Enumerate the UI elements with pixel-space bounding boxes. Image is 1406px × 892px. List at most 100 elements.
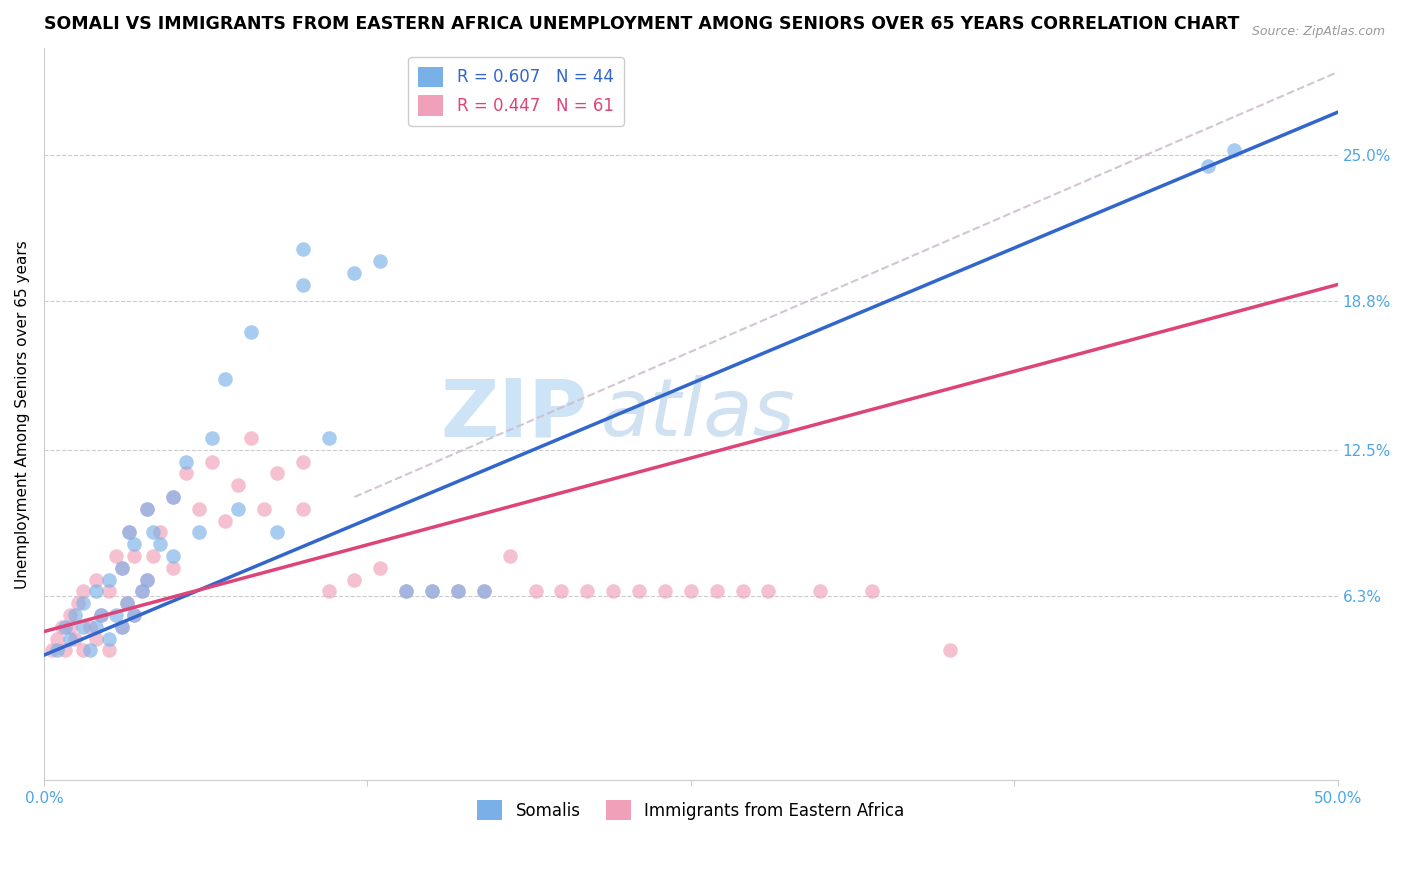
Point [368,561,391,575]
Point [84,632,107,646]
Point [90,608,112,623]
Point [188,501,211,516]
Point [808,584,831,599]
Point [291,242,314,256]
Text: ZIP: ZIP [440,376,588,453]
Point [63,608,86,623]
Point [59,632,82,646]
Point [654,584,676,599]
Point [136,501,159,516]
Text: atlas: atlas [600,376,794,453]
Point [84,573,107,587]
Point [253,501,276,516]
Point [938,643,960,657]
Point [115,596,138,610]
Point [291,454,314,468]
Point [72,596,94,610]
Point [110,561,132,575]
Point [72,584,94,599]
Legend: Somalis, Immigrants from Eastern Africa: Somalis, Immigrants from Eastern Africa [471,793,911,827]
Point [447,584,470,599]
Point [59,620,82,634]
Point [124,537,146,551]
Point [318,584,340,599]
Point [174,454,197,468]
Point [41,643,63,657]
Point [550,584,572,599]
Point [90,608,112,623]
Point [447,584,470,599]
Point [118,525,141,540]
Point [343,573,366,587]
Point [53,643,76,657]
Point [45,632,67,646]
Point [72,620,94,634]
Point [45,643,67,657]
Text: Source: ZipAtlas.com: Source: ZipAtlas.com [1251,25,1385,38]
Point [472,584,495,599]
Point [131,584,153,599]
Point [162,561,184,575]
Point [576,584,599,599]
Point [97,573,120,587]
Point [291,277,314,292]
Point [97,643,120,657]
Point [84,584,107,599]
Point [368,254,391,268]
Point [239,431,262,445]
Point [136,501,159,516]
Point [524,584,547,599]
Point [149,537,172,551]
Point [142,549,165,563]
Point [472,584,495,599]
Point [395,584,418,599]
Point [266,525,288,540]
Point [63,632,86,646]
Point [124,549,146,563]
Point [66,596,89,610]
Point [226,501,249,516]
Point [420,584,443,599]
Point [162,549,184,563]
Point [72,643,94,657]
Point [226,478,249,492]
Point [706,584,728,599]
Point [53,620,76,634]
Point [97,632,120,646]
Point [105,608,128,623]
Point [758,584,780,599]
Point [214,372,236,386]
Point [174,467,197,481]
Point [79,620,101,634]
Point [59,608,82,623]
Point [118,525,141,540]
Point [110,561,132,575]
Point [343,266,366,280]
Y-axis label: Unemployment Among Seniors over 65 years: Unemployment Among Seniors over 65 years [15,240,30,589]
Point [84,620,107,634]
Point [602,584,624,599]
Point [731,584,754,599]
Point [291,501,314,516]
Point [1197,160,1219,174]
Point [124,608,146,623]
Point [201,431,224,445]
Point [318,431,340,445]
Point [115,596,138,610]
Point [420,584,443,599]
Point [628,584,651,599]
Point [149,525,172,540]
Point [214,514,236,528]
Point [266,467,288,481]
Text: SOMALI VS IMMIGRANTS FROM EASTERN AFRICA UNEMPLOYMENT AMONG SENIORS OVER 65 YEAR: SOMALI VS IMMIGRANTS FROM EASTERN AFRICA… [44,15,1239,33]
Point [131,584,153,599]
Point [188,525,211,540]
Point [124,608,146,623]
Point [395,584,418,599]
Point [679,584,702,599]
Point [51,620,73,634]
Point [239,325,262,339]
Point [142,525,165,540]
Point [97,584,120,599]
Point [1223,143,1246,157]
